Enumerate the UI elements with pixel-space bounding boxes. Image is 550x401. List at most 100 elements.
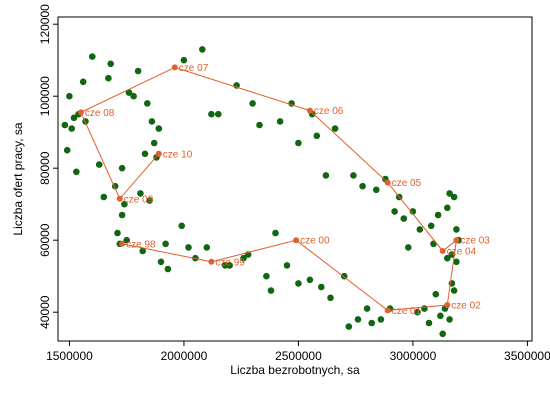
trajectory-label: cze 07 xyxy=(179,63,209,74)
scatter-point xyxy=(118,164,126,172)
scatter-point xyxy=(331,125,339,132)
scatter-point xyxy=(150,139,158,147)
scatter-point xyxy=(427,222,435,230)
scatter-point xyxy=(453,226,460,233)
x-tick-label: 3000000 xyxy=(390,349,437,363)
scatter-point xyxy=(373,186,380,194)
y-axis: 40000 60000 80000 100000 120000 xyxy=(38,4,58,329)
trajectory-label: cze 04 xyxy=(447,247,477,258)
scatter-point xyxy=(434,211,442,219)
scatter-point xyxy=(146,197,153,204)
scatter-point xyxy=(414,308,421,316)
scatter-point xyxy=(185,244,192,251)
scatter-point xyxy=(118,211,126,219)
scatter-point xyxy=(450,287,458,294)
scatter-point xyxy=(363,305,371,312)
scatter-point xyxy=(345,323,353,330)
scatter-point xyxy=(226,262,233,269)
scatter-point xyxy=(107,60,114,68)
scatter-point xyxy=(66,92,73,100)
scatter-point xyxy=(313,132,321,140)
scatter-point xyxy=(63,146,71,154)
trajectory-label: cze 00 xyxy=(300,236,330,247)
scatter-point xyxy=(446,316,453,323)
scatter-point xyxy=(141,150,149,158)
scatter-point xyxy=(68,125,75,132)
scatter-point xyxy=(267,287,275,294)
plot-frame xyxy=(57,16,533,342)
scatter-point xyxy=(446,190,453,197)
scatter-point xyxy=(391,208,398,215)
scatter-point xyxy=(448,251,456,258)
scatter-point xyxy=(134,67,142,75)
scatter-point xyxy=(157,258,165,266)
trajectory-marker xyxy=(306,107,313,114)
trajectory-marker xyxy=(208,258,215,265)
scatter-point xyxy=(444,254,451,262)
x-tick-label: 2000000 xyxy=(161,349,208,363)
scatter-point xyxy=(368,319,376,327)
scatter-point xyxy=(453,258,460,266)
scatter-point xyxy=(306,276,314,284)
trajectory-label: cze 02 xyxy=(451,301,481,312)
scatter-point xyxy=(123,236,130,244)
trajectory-label: cze 99 xyxy=(215,257,245,268)
scatter-point xyxy=(155,125,163,132)
scatter-point xyxy=(121,200,128,208)
scatter-point xyxy=(444,204,451,212)
scatter-point xyxy=(377,316,385,323)
scatter-point xyxy=(430,240,437,248)
scatter-point xyxy=(130,92,137,100)
scatter-point xyxy=(240,254,247,262)
scatter-point xyxy=(318,283,325,291)
scatter-point xyxy=(432,290,440,298)
trajectory-label: cze 03 xyxy=(460,236,490,247)
scatter-point xyxy=(400,215,408,222)
scatter-point xyxy=(272,229,279,237)
scatter-point xyxy=(421,305,428,312)
scatter-point xyxy=(354,316,362,323)
scatter-point xyxy=(416,226,424,233)
scatter-point xyxy=(148,118,156,125)
y-tick-label: 40000 xyxy=(38,295,52,329)
y-axis-title: Liczba ofert pracy, sa xyxy=(11,122,25,235)
trajectory-label: cze 98 xyxy=(126,239,156,250)
scatter-point xyxy=(208,110,215,118)
scatter-point xyxy=(256,121,263,129)
scatter-point xyxy=(276,118,284,125)
scatter-point xyxy=(249,100,256,107)
scatter-point xyxy=(73,168,80,176)
scatter-point xyxy=(199,46,206,53)
scatter-point xyxy=(359,182,366,190)
scatter-point xyxy=(100,193,108,201)
scatter-point xyxy=(203,244,211,251)
scatter-point xyxy=(139,247,146,255)
scatter-point xyxy=(350,172,357,179)
trajectory-marker xyxy=(171,64,178,71)
scatter-point xyxy=(439,330,447,338)
scatter-point xyxy=(450,193,458,201)
trajectory-markers xyxy=(77,64,460,314)
y-tick-label: 120000 xyxy=(38,4,52,44)
scatter-point xyxy=(180,56,188,64)
y-tick-label: 100000 xyxy=(38,76,52,116)
trajectory-marker xyxy=(384,179,391,186)
scatter-point xyxy=(437,312,444,320)
trajectory-marker xyxy=(119,240,126,247)
scatter-point xyxy=(70,114,78,122)
scatter-point xyxy=(79,78,87,86)
trajectory-label: cze 09 xyxy=(124,194,154,205)
scatter-point xyxy=(263,272,270,280)
scatter-point xyxy=(405,244,412,251)
trajectory-label: cze 01 xyxy=(392,306,422,317)
scatter-point xyxy=(327,294,334,302)
scatter-point xyxy=(322,172,330,179)
scatter-point xyxy=(114,229,121,237)
trajectory-marker xyxy=(444,302,451,308)
trajectory-marker xyxy=(453,237,460,244)
trajectory-label: cze 05 xyxy=(392,178,422,189)
x-tick-label: 2500000 xyxy=(275,349,322,363)
scatter-points xyxy=(61,46,463,338)
